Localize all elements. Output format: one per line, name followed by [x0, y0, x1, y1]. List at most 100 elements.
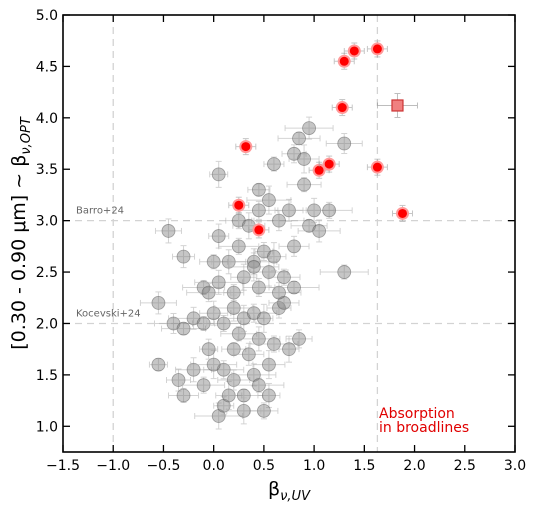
gray-data-point: [176, 249, 191, 264]
gray-data-point: [267, 249, 281, 264]
gray-point-errorbar: [305, 201, 353, 219]
axis-ticks: −1.5 −1.0 −0.5 0.0 0.5 1.0 1.5 2.0 2.5 3.0 1.0 1.5 2…: [36, 8, 526, 474]
plot-area-frame: [62, 14, 516, 453]
gray-data-point: [262, 193, 276, 207]
gray-point-errorbar: [194, 269, 244, 295]
x-axis-label: βν,UV: [268, 478, 311, 504]
red-square-point: [391, 99, 404, 112]
x-tick-label: 2.5: [454, 458, 476, 474]
data-points: [139, 40, 418, 430]
red-data-point: [337, 54, 351, 68]
gray-data-point: [292, 131, 306, 146]
gray-point-errorbar: [199, 338, 219, 360]
gray-point-errorbar: [254, 303, 274, 333]
gray-data-point: [337, 136, 352, 151]
gray-point-errorbar: [194, 402, 244, 430]
red-point-errorbar: [248, 221, 270, 239]
gray-data-point: [251, 182, 266, 197]
gray-data-point: [211, 275, 226, 290]
gray-data-point: [251, 378, 266, 393]
gray-point-errorbar: [199, 300, 229, 326]
gray-data-point: [287, 280, 301, 295]
gray-data-point: [196, 378, 211, 393]
gray-data-point: [241, 347, 256, 362]
y-tick-label: 2.5: [36, 265, 58, 281]
gray-point-errorbar: [154, 218, 182, 244]
gray-point-errorbar: [285, 329, 313, 349]
x-tick-label: −1.0: [96, 458, 130, 474]
gray-data-point: [226, 301, 241, 315]
gray-data-point: [322, 203, 337, 218]
gray-point-errorbar: [286, 177, 322, 193]
y-tick-label: 5.0: [36, 8, 58, 24]
gray-point-errorbar: [182, 376, 226, 394]
y-tick-label: 3.5: [36, 162, 58, 178]
y-tick-label: 4.5: [36, 59, 58, 75]
gray-point-errorbar: [209, 160, 229, 188]
gray-data-point: [272, 213, 286, 228]
gray-data-point: [251, 280, 266, 295]
gray-data-point: [262, 388, 276, 403]
gray-point-errorbar: [228, 252, 280, 282]
gray-point-errorbar: [261, 242, 287, 272]
gray-data-point: [282, 342, 296, 357]
annotation-line-2: in broadlines: [379, 420, 469, 436]
gray-point-errorbar: [281, 144, 307, 164]
red-data-point: [335, 101, 349, 115]
gray-point-errorbar: [218, 237, 260, 255]
gray-data-point: [246, 260, 261, 274]
y-tick-label: 1.5: [36, 368, 58, 384]
gray-point-errorbar: [246, 185, 292, 215]
gray-point-errorbar: [203, 360, 245, 380]
gray-point-errorbar: [267, 268, 301, 286]
gray-data-point: [211, 167, 226, 182]
gray-point-errorbar: [230, 303, 278, 323]
gray-data-point: [176, 321, 191, 336]
gray-point-errorbar: [233, 377, 285, 393]
gray-data-point: [196, 280, 211, 295]
gray-point-errorbar: [139, 291, 177, 315]
x-tick-label: −0.5: [146, 458, 180, 474]
gray-data-point: [251, 203, 266, 218]
gray-data-point: [151, 357, 166, 372]
gray-data-point: [297, 177, 311, 192]
gray-point-errorbar: [230, 263, 258, 291]
gray-data-point: [262, 357, 276, 372]
gray-point-errorbar: [214, 294, 254, 322]
red-data-point: [396, 206, 410, 220]
gray-data-point: [201, 342, 216, 357]
gray-data-point: [287, 239, 301, 254]
red-data-point: [239, 140, 253, 154]
gray-point-errorbar: [190, 350, 238, 380]
y-tick-label: 2.0: [36, 316, 58, 332]
red-data-point: [347, 44, 361, 58]
gray-point-errorbar: [186, 283, 232, 303]
gray-point-errorbar: [226, 397, 262, 425]
red-data-point: [370, 42, 384, 56]
gray-data-point: [262, 265, 276, 279]
gray-point-errorbar: [166, 368, 192, 392]
gray-data-point: [201, 285, 216, 300]
red-data-point: [322, 157, 336, 171]
gray-data-point: [211, 229, 226, 243]
red-data-point: [370, 160, 384, 174]
y-axis-label: [0.30 - 0.90 μm] ~ βν,OPT: [8, 116, 34, 350]
gray-data-point: [292, 331, 306, 346]
gray-data-point: [272, 285, 286, 300]
gray-point-errorbar: [297, 219, 341, 243]
x-tick-label: −1.5: [46, 458, 80, 474]
red-data-point: [252, 223, 266, 237]
gray-data-point: [236, 270, 251, 285]
x-tick-label: 1.0: [303, 458, 325, 474]
gray-data-point: [206, 306, 221, 321]
gray-data-point: [256, 311, 271, 326]
gray-data-point: [267, 337, 281, 351]
gray-data-point: [282, 203, 296, 218]
x-tick-label: 0.0: [203, 458, 225, 474]
red-data-point: [232, 198, 246, 212]
gray-point-errorbar: [249, 335, 299, 353]
gray-point-errorbar: [233, 342, 265, 366]
x-tick-label: 2.0: [403, 458, 425, 474]
gray-data-point: [171, 373, 186, 387]
